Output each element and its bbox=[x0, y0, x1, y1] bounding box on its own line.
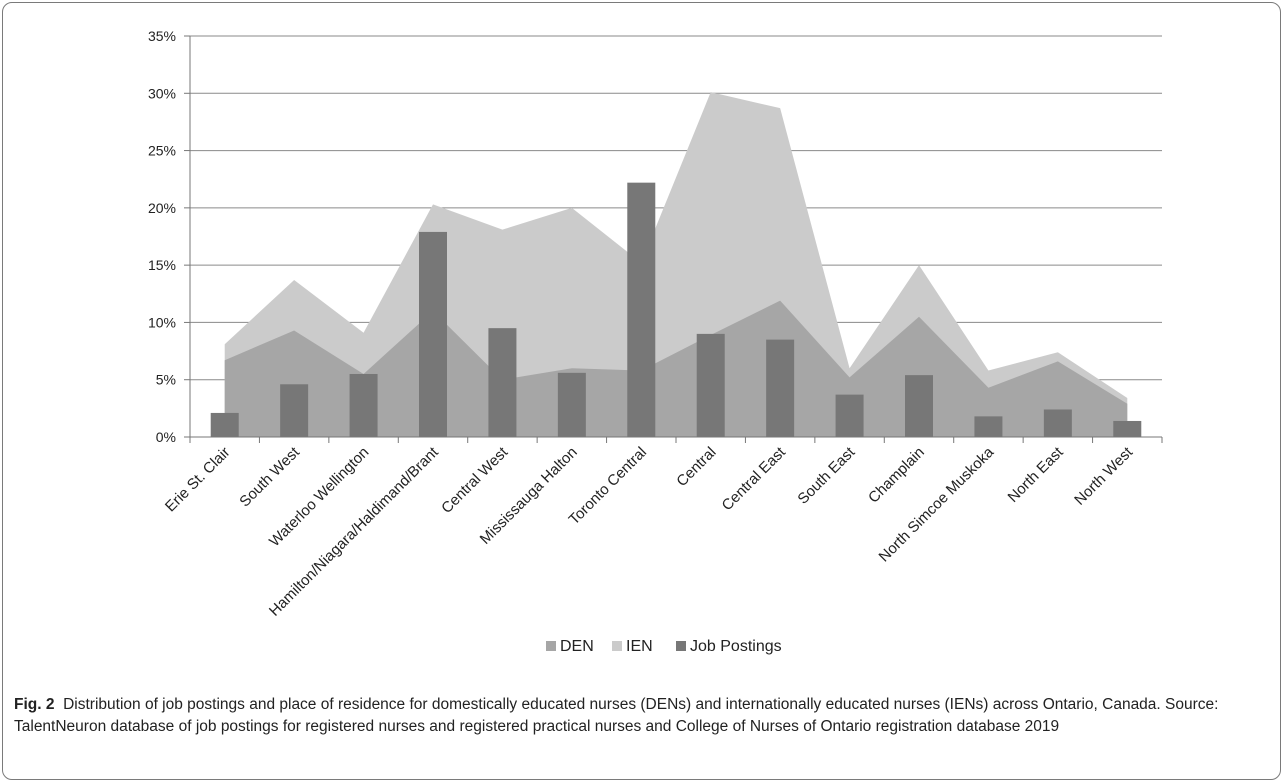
x-tick-label: South East bbox=[794, 443, 858, 507]
area-bar-chart: 0%5%10%15%20%25%30%35% Erie St. Clair Sou… bbox=[148, 28, 1163, 655]
bar-job-postings bbox=[488, 328, 517, 437]
x-tick-label: North West bbox=[1071, 443, 1136, 508]
legend-label: Job Postings bbox=[690, 638, 782, 655]
bar-job-postings bbox=[419, 231, 447, 437]
bar-job-postings bbox=[1113, 420, 1142, 437]
x-tick-label: Central West bbox=[438, 443, 512, 517]
y-tick-label: 15% bbox=[148, 257, 176, 273]
bar-job-postings bbox=[974, 416, 1003, 437]
y-tick-label: 30% bbox=[148, 85, 176, 101]
bar-series bbox=[210, 182, 1142, 437]
axes bbox=[184, 35, 1163, 443]
legend-swatch bbox=[676, 641, 686, 651]
figure-caption: Fig. 2 Distribution of job postings and … bbox=[14, 694, 1272, 738]
bar-job-postings bbox=[349, 373, 378, 437]
x-tick-label: North Simcoe Muskoka bbox=[876, 443, 998, 565]
bar-job-postings bbox=[210, 412, 239, 437]
x-tick-label: Central bbox=[673, 444, 719, 490]
area-series bbox=[224, 92, 1128, 437]
x-tick-label: Erie St. Clair bbox=[162, 444, 234, 516]
legend-swatch bbox=[546, 641, 556, 651]
legend-label: IEN bbox=[626, 638, 653, 655]
y-axis-tick-labels: 0% 5% 10% 15% 20% 25% 30% 35% bbox=[148, 28, 176, 445]
bar-job-postings bbox=[696, 333, 725, 437]
bar-job-postings bbox=[905, 375, 933, 437]
y-tick-label: 25% bbox=[148, 143, 176, 159]
bar-job-postings bbox=[557, 372, 586, 437]
legend: DEN IEN Job Postings bbox=[546, 638, 782, 655]
y-tick-label: 0% bbox=[156, 429, 176, 445]
bar-job-postings bbox=[1043, 409, 1072, 437]
x-tick-label: Central East bbox=[719, 443, 790, 514]
x-tick-label: South West bbox=[236, 443, 303, 510]
y-tick-label: 10% bbox=[148, 314, 176, 330]
y-tick-label: 20% bbox=[148, 200, 176, 216]
x-tick-label: Champlain bbox=[865, 444, 928, 507]
legend-swatch bbox=[612, 641, 622, 651]
bar-job-postings bbox=[627, 182, 656, 437]
caption-text: Distribution of job postings and place o… bbox=[14, 696, 1219, 735]
figure-label: Fig. 2 bbox=[14, 696, 55, 713]
legend-label: DEN bbox=[560, 638, 594, 655]
x-tick-label: North East bbox=[1005, 443, 1068, 506]
y-tick-label: 5% bbox=[156, 372, 176, 388]
bar-job-postings bbox=[280, 384, 309, 437]
area-den bbox=[224, 300, 1128, 437]
y-tick-label: 35% bbox=[148, 28, 176, 44]
bar-job-postings bbox=[835, 394, 864, 437]
bar-job-postings bbox=[766, 339, 795, 437]
